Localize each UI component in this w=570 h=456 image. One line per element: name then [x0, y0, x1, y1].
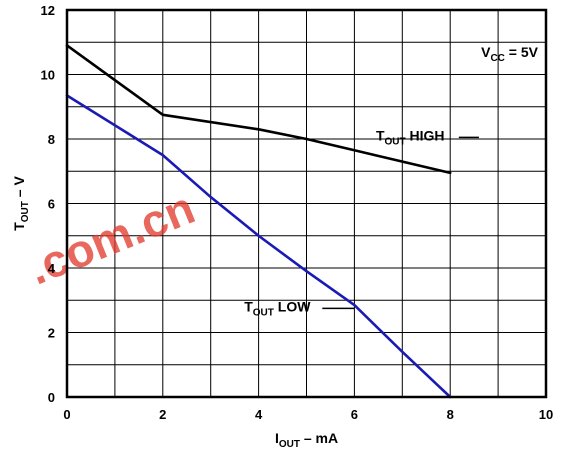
x-tick-label: 6: [351, 407, 358, 422]
y-axis-label-sub: OUT: [20, 201, 31, 222]
y-tick-label: 10: [41, 68, 55, 83]
series-label-low-rest: LOW: [274, 299, 311, 315]
x-tick-label: 8: [447, 407, 454, 422]
x-axis-label-main: I: [275, 430, 279, 446]
x-axis-label-rest: – mA: [300, 430, 338, 446]
series-label-low: TOUT LOW: [244, 299, 311, 319]
y-tick-labels: 0 2 4 6 8 10 12: [41, 3, 56, 405]
y-tick-label: 0: [48, 390, 55, 405]
condition-rest: = 5V: [505, 44, 539, 60]
series-label-high: TOUT HIGH: [376, 128, 445, 148]
series-label-high-sub: OUT: [385, 137, 406, 148]
y-axis-label: TOUT – V: [11, 176, 31, 231]
series-label-high-main: T: [376, 128, 385, 144]
y-tick-label: 4: [48, 261, 56, 276]
plot-frame: [65, 8, 548, 399]
y-axis-label-main: T: [11, 222, 27, 231]
y-tick-label: 2: [48, 326, 55, 341]
x-tick-label: 2: [159, 407, 166, 422]
y-tick-label: 12: [41, 3, 55, 18]
x-axis-label-sub: OUT: [279, 439, 300, 450]
condition-sub: CC: [490, 53, 504, 64]
x-tick-label: 0: [63, 407, 70, 422]
series-label-low-main: T: [244, 299, 253, 315]
y-tick-label: 6: [48, 197, 55, 212]
x-axis-label: IOUT – mA: [275, 430, 338, 450]
x-tick-labels: 0 2 4 6 8 10: [63, 407, 553, 422]
series-line-high: [65, 44, 452, 175]
y-axis-label-rest: – V: [11, 176, 27, 202]
series-layer: [65, 44, 452, 399]
x-tick-label: 4: [255, 407, 263, 422]
series-label-low-sub: OUT: [253, 308, 274, 319]
series-label-high-rest: HIGH: [406, 128, 445, 144]
y-tick-label: 8: [48, 132, 55, 147]
x-tick-label: 10: [539, 407, 553, 422]
series-line-low: [65, 94, 452, 399]
condition-main: V: [481, 44, 491, 60]
condition-label: VCC = 5V: [481, 44, 539, 64]
